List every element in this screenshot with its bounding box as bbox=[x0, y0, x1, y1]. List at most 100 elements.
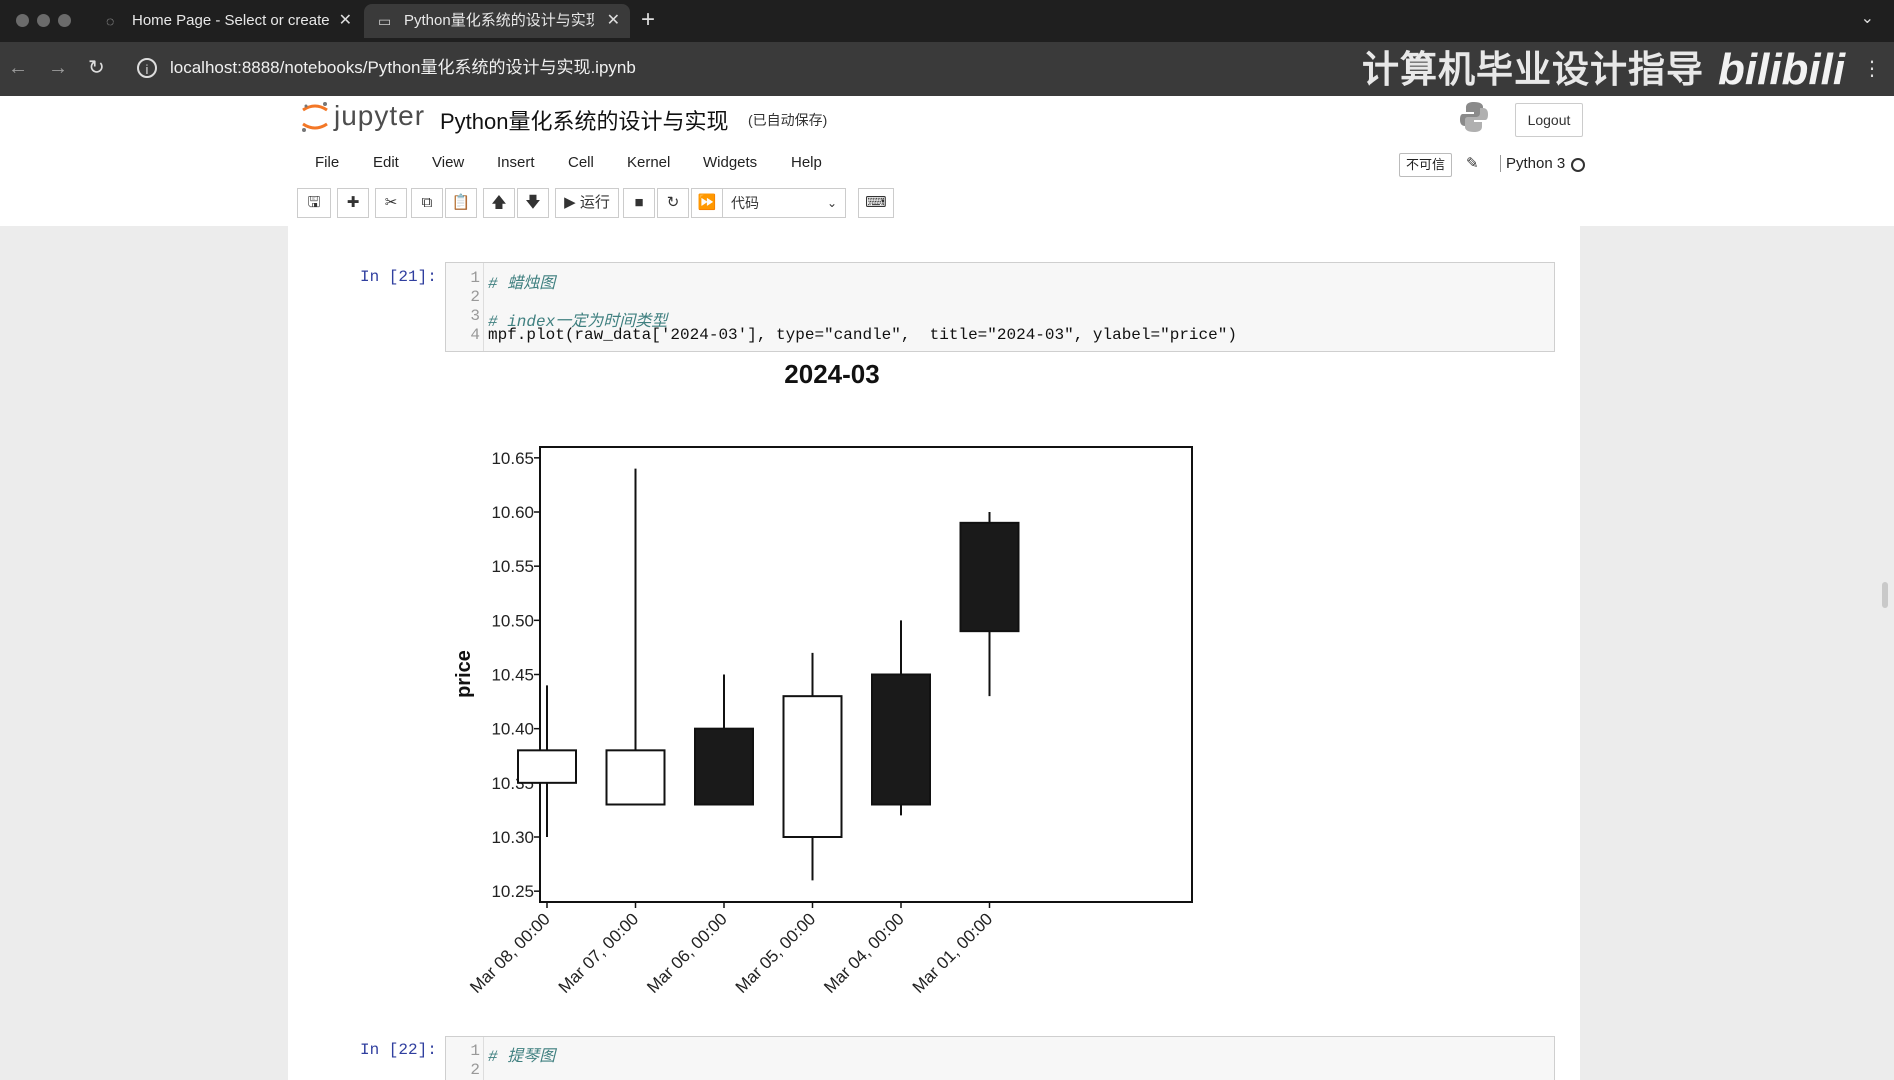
candle-up bbox=[782, 695, 843, 838]
site-info-icon[interactable]: i bbox=[137, 58, 157, 78]
scrollbar-thumb[interactable] bbox=[1882, 582, 1888, 608]
run-button[interactable]: ▶ 运行 bbox=[555, 188, 619, 218]
pencil-icon[interactable]: ✎ bbox=[1466, 155, 1479, 172]
loading-icon: ◌ bbox=[106, 13, 115, 29]
cell-type-select[interactable]: 代码 ⌄ bbox=[722, 188, 846, 218]
y-tick-label: 10.40 bbox=[491, 720, 534, 739]
logout-button[interactable]: Logout bbox=[1515, 103, 1583, 137]
insert-cell-button[interactable]: ✚ bbox=[337, 188, 369, 218]
save-icon: 🖫 bbox=[307, 194, 321, 211]
save-button[interactable]: 🖫 bbox=[297, 188, 331, 218]
reload-icon[interactable]: ↻ bbox=[88, 57, 105, 79]
code-line: # index一定为时间类型 bbox=[488, 313, 668, 331]
code-cell-input[interactable]: 1 # 提琴图 2 bbox=[445, 1036, 1555, 1080]
y-tick-label: 10.25 bbox=[491, 882, 534, 901]
chevron-down-icon: ⌄ bbox=[826, 196, 837, 210]
trust-status-button[interactable]: 不可信 bbox=[1399, 153, 1453, 177]
restart-run-all-button[interactable]: ⏩ bbox=[691, 188, 723, 218]
code-line: # 蜡烛图 bbox=[488, 275, 556, 293]
x-tick-label: Mar 01, 00:00 bbox=[909, 909, 997, 997]
code-line: # 提琴图 bbox=[488, 1048, 556, 1066]
bilibili-logo: bilibili bbox=[1718, 45, 1846, 94]
move-up-button[interactable]: 🡅 bbox=[483, 188, 515, 218]
document-icon: ▭ bbox=[378, 13, 392, 29]
autosave-status: (已自动保存) bbox=[748, 112, 828, 128]
menu-edit[interactable]: Edit bbox=[373, 154, 399, 171]
copy-button[interactable]: ⧉ bbox=[411, 188, 443, 218]
jupyter-logo-text[interactable]: jupyter bbox=[334, 100, 426, 131]
line-number: 3 bbox=[470, 307, 480, 325]
y-tick-label: 10.65 bbox=[491, 449, 534, 468]
paste-icon: 📋 bbox=[451, 194, 471, 211]
x-tick-label: Mar 07, 00:00 bbox=[555, 909, 643, 997]
kernel-name: Python 3 bbox=[1500, 155, 1565, 172]
paste-button[interactable]: 📋 bbox=[445, 188, 477, 218]
interrupt-button[interactable]: ■ bbox=[623, 188, 655, 218]
cell-type-value: 代码 bbox=[731, 195, 759, 211]
forward-arrow-icon[interactable]: → bbox=[48, 57, 68, 79]
kernel-idle-indicator-icon bbox=[1571, 158, 1585, 172]
line-number: 4 bbox=[470, 326, 480, 344]
x-tick-label: Mar 06, 00:00 bbox=[643, 909, 731, 997]
command-palette-button[interactable]: ⌨ bbox=[858, 188, 894, 218]
y-tick-label: 10.50 bbox=[491, 611, 534, 630]
jupyter-logo-icon[interactable] bbox=[300, 100, 330, 134]
restart-button[interactable]: ↻ bbox=[657, 188, 689, 218]
plus-icon: ✚ bbox=[346, 194, 360, 211]
move-down-button[interactable]: 🡇 bbox=[517, 188, 549, 218]
run-label: 运行 bbox=[579, 194, 610, 211]
candle-down bbox=[959, 521, 1020, 633]
candle-up bbox=[517, 749, 577, 784]
candle-down bbox=[871, 673, 931, 806]
notebook-title[interactable]: Python量化系统的设计与实现 bbox=[440, 109, 729, 134]
stop-icon: ■ bbox=[634, 194, 644, 211]
chart-title: 2024-03 bbox=[784, 362, 879, 389]
browser-tab-bar: ◌ Home Page - Select or create ✕ ▭ Pytho… bbox=[0, 0, 1894, 42]
tab-title: Home Page - Select or create bbox=[132, 12, 330, 29]
candlestick-chart: 2024-03 price 10.2510.3010.3510.4010.451… bbox=[453, 362, 1193, 997]
y-tick-label: 10.55 bbox=[491, 557, 534, 576]
y-tick-label: 10.30 bbox=[491, 828, 534, 847]
window-minimize-button[interactable] bbox=[37, 14, 50, 27]
plot-area bbox=[539, 446, 1193, 903]
menu-kernel[interactable]: Kernel bbox=[627, 154, 671, 171]
menu-view[interactable]: View bbox=[432, 154, 465, 171]
y-tick-label: 10.45 bbox=[491, 666, 534, 685]
line-number-gutter bbox=[483, 263, 484, 351]
tab-home-page[interactable]: ◌ Home Page - Select or create ✕ bbox=[92, 4, 362, 38]
more-menu-icon[interactable]: ⋮ bbox=[1862, 58, 1882, 80]
line-number: 1 bbox=[470, 1042, 480, 1060]
address-bar[interactable]: localhost:8888/notebooks/Python量化系统的设计与实… bbox=[170, 58, 636, 77]
tab-notebook[interactable]: ▭ Python量化系统的设计与实现 ✕ bbox=[364, 4, 630, 38]
tab-title: Python量化系统的设计与实现 bbox=[404, 12, 594, 29]
candle-up bbox=[605, 749, 666, 806]
menu-widgets[interactable]: Widgets bbox=[703, 154, 758, 171]
window-close-button[interactable] bbox=[16, 14, 29, 27]
close-icon[interactable]: ✕ bbox=[338, 12, 352, 29]
x-tick-label: Mar 04, 00:00 bbox=[820, 909, 908, 997]
watermark-text: 计算机毕业设计指导 bbox=[1362, 49, 1704, 90]
fast-forward-icon: ⏩ bbox=[697, 194, 717, 211]
close-icon[interactable]: ✕ bbox=[606, 12, 620, 29]
line-number-gutter bbox=[483, 1037, 484, 1080]
jupyter-header bbox=[0, 96, 1894, 226]
code-cell-input[interactable]: 1 # 蜡烛图 2 3 # index一定为时间类型 4 mpf.plot(ra… bbox=[445, 262, 1555, 352]
copy-icon: ⧉ bbox=[421, 194, 433, 211]
menu-cell[interactable]: Cell bbox=[568, 154, 594, 171]
tab-list-chevron-icon[interactable]: ⌄ bbox=[1860, 10, 1874, 27]
line-number: 2 bbox=[470, 288, 480, 306]
new-tab-button[interactable]: + bbox=[641, 6, 656, 33]
back-arrow-icon[interactable]: ← bbox=[8, 57, 28, 79]
candle-down bbox=[694, 727, 754, 806]
browser-nav-bar: ← → ↻ i localhost:8888/notebooks/Python量… bbox=[0, 42, 1894, 96]
menu-file[interactable]: File bbox=[315, 154, 340, 171]
x-tick-label: Mar 08, 00:00 bbox=[466, 909, 554, 997]
cell-prompt: In [21]: bbox=[360, 268, 437, 286]
cut-button[interactable]: ✂ bbox=[375, 188, 407, 218]
window-zoom-button[interactable] bbox=[58, 14, 71, 27]
keyboard-icon: ⌨ bbox=[865, 194, 887, 211]
arrow-up-icon: 🡅 bbox=[491, 194, 507, 211]
menu-help[interactable]: Help bbox=[791, 154, 822, 171]
line-number: 1 bbox=[470, 269, 480, 287]
menu-insert[interactable]: Insert bbox=[497, 154, 535, 171]
